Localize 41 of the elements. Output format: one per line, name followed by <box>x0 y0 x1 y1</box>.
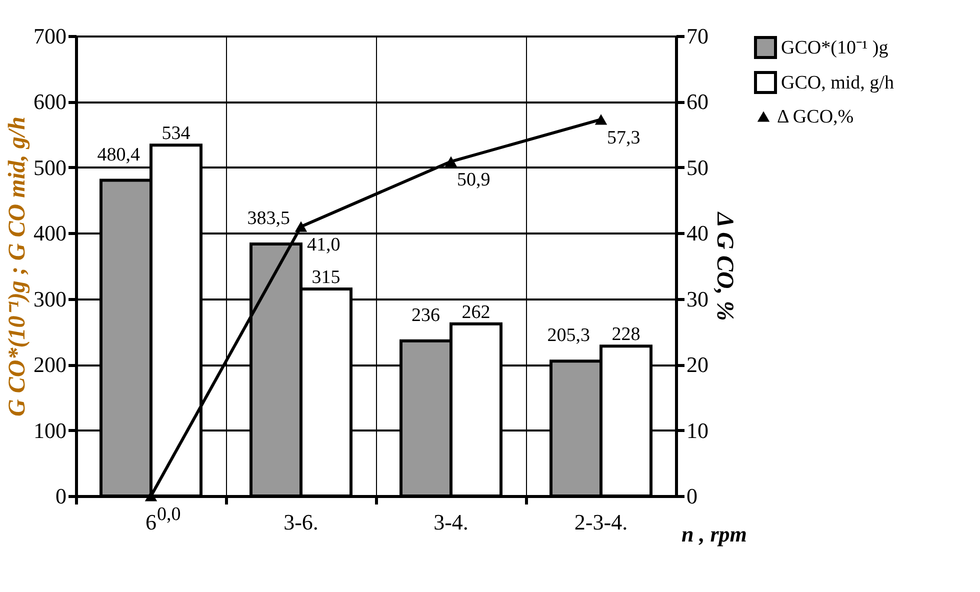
y2-tick-label: 50 <box>686 154 708 180</box>
legend-label: Δ GCO,% <box>777 106 854 128</box>
point <box>444 156 458 167</box>
y2-tick-label: 20 <box>686 352 708 378</box>
data-label: 0,0 <box>157 504 181 525</box>
y2-tick-label: 70 <box>686 24 708 48</box>
y-tick-label: 400 <box>34 220 66 246</box>
legend-label: GCO*(10⁻¹ )g <box>781 38 889 58</box>
data-label: 50,9 <box>457 170 490 191</box>
point <box>594 114 608 125</box>
x-tick-label: 3-6. <box>284 510 318 534</box>
y-tick-label: 700 <box>34 24 66 48</box>
y2-axis-title: Δ G CO, % <box>712 211 738 321</box>
y2-tick-label: 30 <box>686 286 708 312</box>
data-label: 480,4 <box>97 144 140 166</box>
y-tick-label: 0 <box>56 484 66 508</box>
data-label: 315 <box>312 267 340 288</box>
y2-tick-label: 40 <box>686 220 708 246</box>
y-tick-label: 600 <box>34 89 66 114</box>
x-tick-label: 6 <box>146 510 156 534</box>
point <box>294 221 308 232</box>
data-label: 236 <box>412 304 440 326</box>
y2-tick-label: 0 <box>686 484 698 508</box>
data-label: 57,3 <box>607 127 640 148</box>
x-tick-label: 2-3-4. <box>574 510 628 534</box>
x-axis-title: n , rpm <box>682 522 747 546</box>
data-label: 262 <box>462 302 490 323</box>
data-label: 41,0 <box>307 234 340 256</box>
x-tick-label: 3-4. <box>434 510 468 534</box>
y-tick-label: 200 <box>34 352 66 378</box>
y-tick-label: 500 <box>34 154 66 180</box>
y-axis-title: G CO*(10⁻¹)g ; G CO mid, g/h <box>4 116 30 416</box>
data-label: 534 <box>162 123 191 144</box>
y-tick-label: 300 <box>34 286 66 312</box>
y2-tick-label: 10 <box>686 418 708 443</box>
y-tick-label: 100 <box>34 418 66 443</box>
data-label: 228 <box>612 324 640 346</box>
y2-tick-label: 60 <box>686 89 708 114</box>
data-label: 383,5 <box>247 208 290 229</box>
legend-label: GCO, mid, g/h <box>781 72 894 94</box>
data-label: 205,3 <box>547 325 590 346</box>
